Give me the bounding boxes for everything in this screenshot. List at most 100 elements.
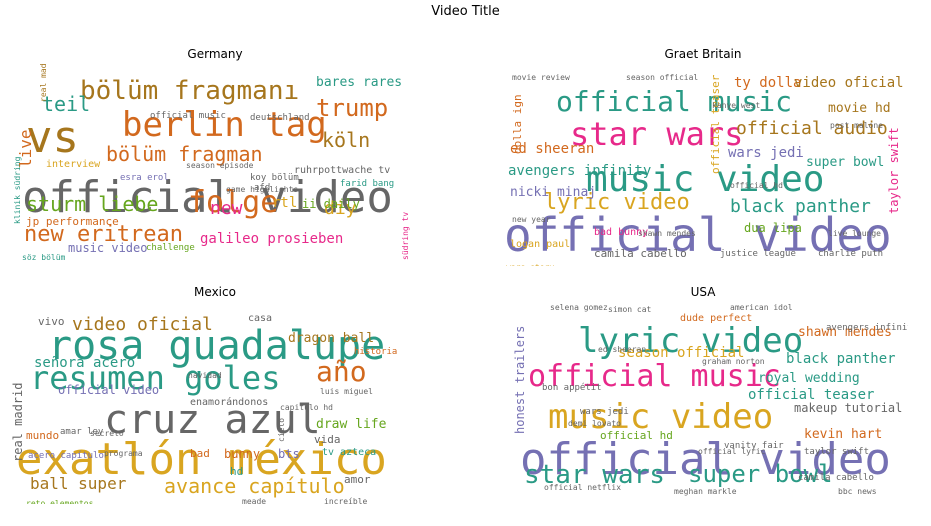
panel-title: Graet Britain	[664, 47, 742, 61]
wordcloud-word: söz bölüm	[22, 253, 66, 262]
wordcloud-word: video oficial	[794, 75, 904, 91]
wordcloud-word: bad	[190, 447, 210, 460]
wordcloud-word: señora acero	[34, 355, 136, 371]
wordcloud-word: official teaser	[748, 387, 875, 403]
wordcloud-word: super bowl	[688, 460, 833, 488]
wordcloud-word: new year	[512, 215, 551, 224]
wordcloud-word: lyric video	[544, 190, 690, 215]
wordcloud-word: makeup tutorial	[794, 401, 903, 415]
wordcloud-word: meghan markle	[674, 487, 737, 496]
wordcloud-word: secreto	[90, 429, 124, 438]
wordcloud-word: folge	[188, 185, 279, 220]
wordcloud-word: trump	[316, 94, 389, 122]
wordcloud-word: historia	[354, 347, 398, 357]
wordcloud-word: südring tv	[401, 211, 410, 260]
wordcloud-word: meade	[242, 497, 267, 505]
wordcloud-word: bölüm fragmanı	[80, 76, 300, 106]
wordcloud-word: official teaser	[709, 74, 722, 174]
wordcloud-word: acero capítulo	[28, 451, 104, 461]
wordcloud-word: klinik südring	[13, 156, 22, 224]
word-cloud: official video music video star wars offici…	[498, 64, 908, 266]
wordcloud-word: tv azteca	[322, 447, 377, 458]
wordcloud-word: diy	[324, 198, 357, 219]
wordcloud-word: vivo	[38, 315, 65, 328]
wordcloud-word: wars jedi	[728, 145, 804, 161]
wordcloud-word: bunny	[224, 447, 261, 461]
wordcloud-word: deutschland	[250, 113, 310, 123]
wordcloud-word: video oficial	[72, 314, 213, 335]
wordcloud-word: music video	[548, 397, 774, 437]
wordcloud-word: ruhrpottwache tv	[294, 165, 391, 176]
wordcloud-word: farid bang	[340, 179, 395, 189]
wordcloud-word: vanity fair	[724, 441, 784, 451]
wordcloud-word: movie hd	[828, 101, 891, 116]
wordcloud-word: wars story	[506, 264, 554, 267]
wordcloud-word: navidad	[188, 371, 222, 380]
wordcloud-word: kanye west	[712, 101, 761, 110]
wordcloud-word: reto elementos	[26, 499, 94, 505]
wordcloud-word: ty dolla	[734, 75, 802, 91]
wordcloud-word: season official	[618, 345, 745, 361]
wordcloud-word: galileo prosieben	[200, 231, 344, 247]
wordcloud-word: camila cabello	[798, 473, 874, 483]
wordcloud-word: justice league	[720, 249, 796, 259]
wordcloud-word: bares rares	[316, 75, 403, 90]
wordcloud-word: simon cat	[608, 305, 652, 314]
wordcloud-word: dragon ball	[288, 331, 375, 346]
wordcloud-word: sturm liebe	[26, 192, 159, 216]
wordcloud-word: kevin hart	[804, 427, 883, 442]
wordcloud-word: wars jedi	[580, 407, 629, 417]
wordcloud-word: super bowl	[806, 155, 885, 170]
wordcloud-word: music video	[68, 241, 148, 255]
wordcloud-word: ed sheeran	[598, 345, 647, 354]
wordcloud-word: new eritrean	[24, 222, 183, 247]
wordcloud-word: cielo	[277, 417, 286, 442]
wordcloud-word: avengers infinity	[508, 163, 652, 179]
wordcloud-word: music video	[586, 159, 825, 200]
wordcloud-word: vida	[314, 433, 341, 446]
wordcloud-word: lyric video	[578, 321, 804, 361]
wordcloud-word: bon appétit	[542, 383, 602, 393]
wordcloud-word: ed sheeran	[510, 141, 595, 157]
panel-great-britain: Graet Britain official video music video s…	[498, 46, 908, 266]
wordcloud-word: post malone	[830, 121, 883, 130]
wordcloud-word: live lounge	[828, 229, 881, 238]
wordcloud-word: bbc news	[838, 487, 877, 496]
wordcloud-word: rtl	[272, 195, 298, 211]
wordcloud-word: enamorándonos	[190, 397, 269, 408]
wordcloud-word: camila cabello	[594, 247, 687, 260]
wordcloud-word: dolla ign	[511, 94, 524, 154]
wordcloud-word: avance capítulo	[164, 474, 345, 498]
wordcloud-word: official music	[528, 359, 781, 394]
wordcloud-word: casa	[248, 313, 273, 324]
panel-mexico: Mexico exatlón méxico rosa guadalupe cruz …	[10, 284, 420, 504]
wordcloud-word: black panther	[730, 196, 871, 217]
wordcloud-word: taylor swift	[804, 447, 870, 457]
wordcloud-word: amar ley	[60, 427, 104, 437]
wordcloud-word: season episode	[186, 161, 254, 170]
wordcloud-word: official netflix	[544, 483, 622, 492]
wordcloud-word: official hd	[730, 181, 783, 190]
figure-title: Video Title	[431, 4, 500, 19]
wordcloud-word: game highlights	[226, 185, 299, 194]
wordcloud-word: dude perfect	[680, 313, 753, 324]
word-cloud: exatlón méxico rosa guadalupe cruz azul res…	[10, 302, 420, 504]
wordcloud-word: challenge	[146, 243, 195, 253]
word-cloud: official video music video lyric video offi…	[498, 302, 908, 504]
wordcloud-word: berlin tag	[122, 105, 327, 145]
wordcloud-word: koy bölüm	[250, 173, 299, 183]
wordcloud-word: dua lipa	[744, 221, 802, 235]
wordcloud-word: real madrid	[39, 64, 48, 102]
wordcloud-word: luis miguel	[320, 387, 373, 396]
wordcloud-word: star wars	[524, 460, 665, 490]
wordcloud-word: ii daily	[302, 197, 360, 211]
wordcloud-word: vs	[26, 112, 79, 163]
wordcloud-word: shawn mendes	[798, 325, 892, 340]
panel-title: Mexico	[194, 285, 236, 299]
wordcloud-word: official video	[504, 208, 892, 262]
wordcloud-word: año	[316, 355, 367, 388]
wordcloud-word: rosa guadalupe	[48, 323, 386, 369]
wordcloud-word: official music	[150, 111, 226, 121]
wordcloud-word: taylor swift	[887, 127, 901, 214]
panel-germany: Germany official video vs berlin tag bölüm …	[10, 46, 420, 266]
